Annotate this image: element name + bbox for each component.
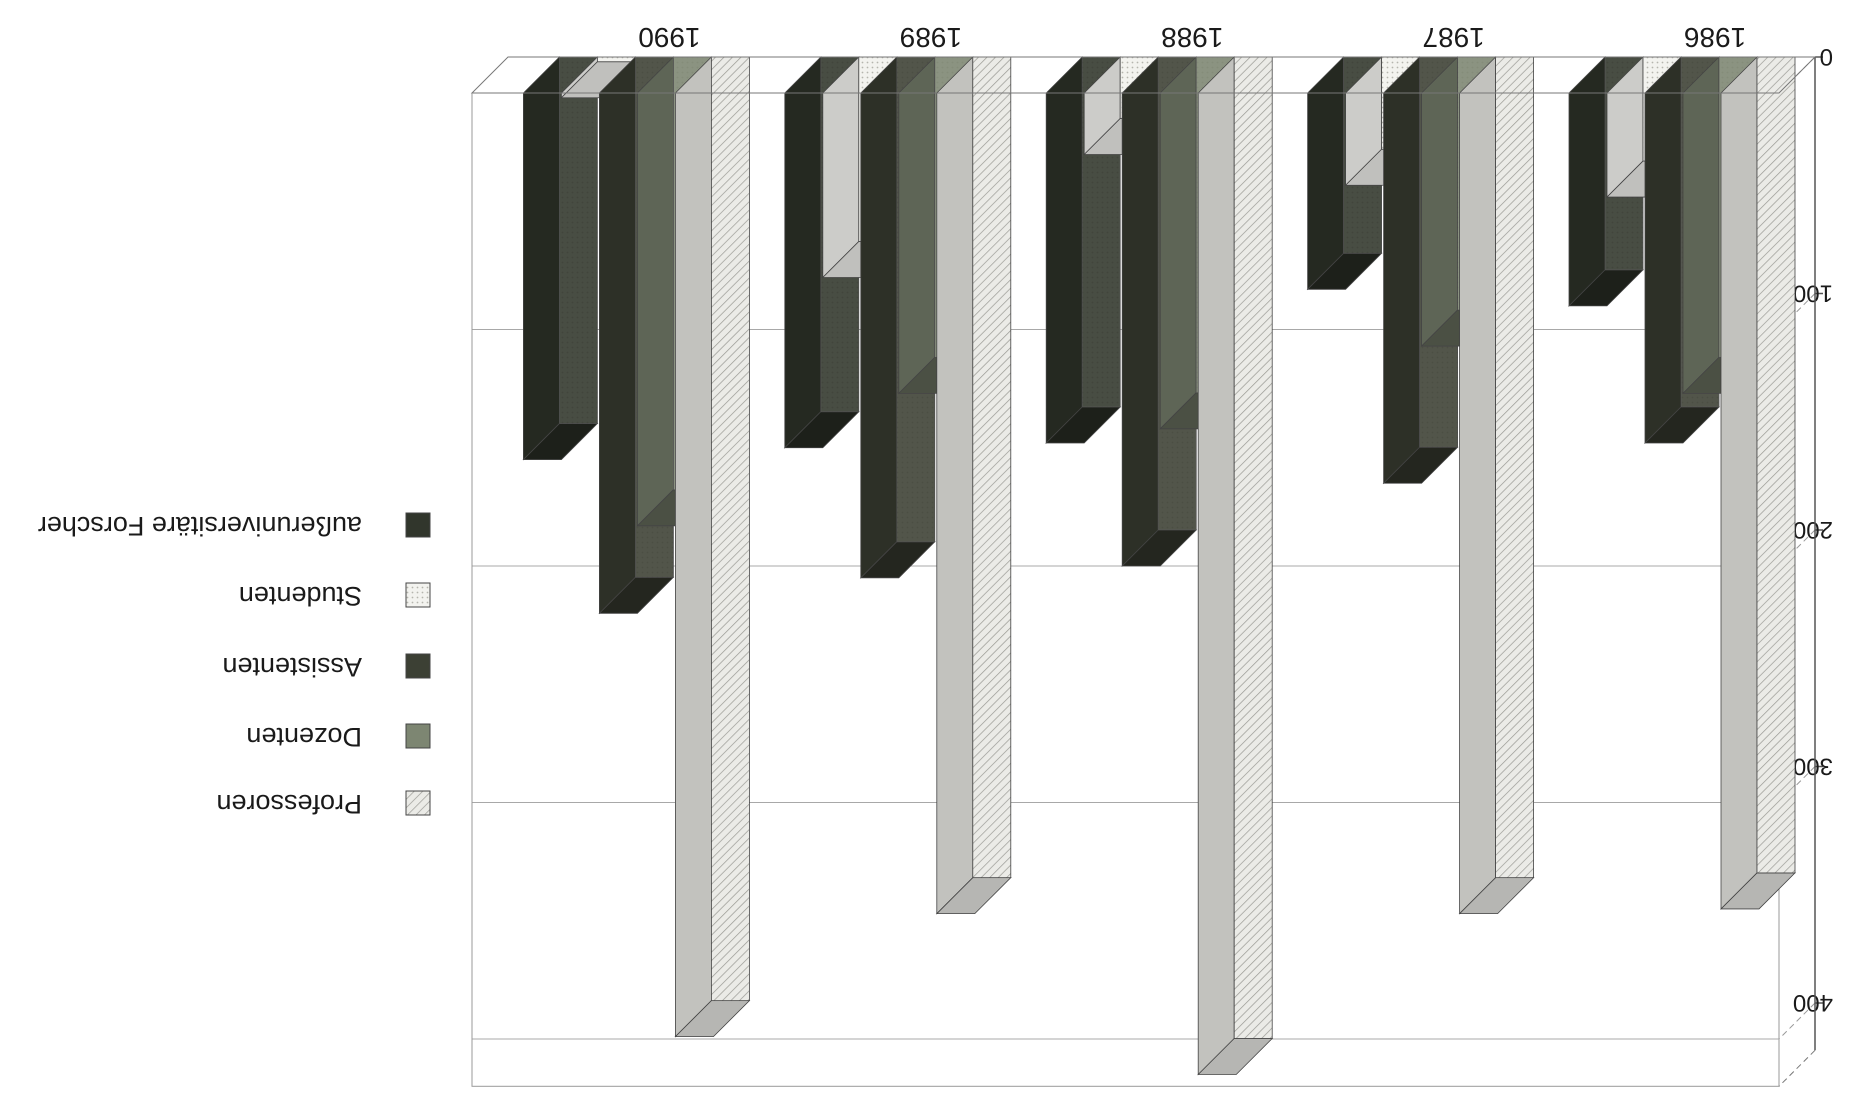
side-gridline [1778, 1002, 1816, 1040]
bar-side [1383, 56, 1420, 485]
floor-outline [470, 56, 1817, 94]
bar-side [936, 56, 974, 915]
x-tick-label: 1986 [1684, 22, 1746, 53]
y-tick-label: 400 [1793, 989, 1833, 1016]
legend-swatch [405, 723, 431, 749]
y-tick-label: 0 [1820, 43, 1833, 70]
legend-swatch [405, 653, 431, 679]
bar-side [784, 56, 822, 449]
bar-side [898, 56, 936, 395]
bar-side [1720, 56, 1758, 910]
legend-item: außeruniversitäre Forscher [38, 511, 431, 541]
bar-side [860, 56, 898, 579]
legend-item: Professoren [216, 789, 431, 819]
legend-label: außeruniversitäre Forscher [38, 511, 362, 541]
bar-front [972, 56, 1012, 879]
bar-side [675, 56, 712, 1038]
bar-side [1568, 56, 1606, 307]
legend-swatch [405, 582, 431, 608]
bar-side [1197, 56, 1235, 1076]
bar-side [1159, 56, 1197, 430]
frame-edge [1778, 1049, 1816, 1087]
legend: Professoren Dozenten Assistenten Studenten a… [38, 511, 431, 819]
bar-front [1233, 56, 1273, 1039]
bar [1458, 56, 1535, 915]
bar-side [1421, 56, 1458, 348]
y-tick-label: 300 [1793, 753, 1833, 780]
legend-swatch [405, 790, 431, 816]
bar-side [1121, 56, 1159, 567]
bar-side [1682, 56, 1720, 395]
legend-item: Assistenten [222, 652, 431, 682]
bar [1720, 56, 1796, 910]
y-tick-label: 200 [1793, 516, 1833, 543]
legend-label: Assistenten [222, 652, 362, 682]
bar-texture [559, 57, 598, 424]
x-tick-label: 1987 [1422, 22, 1484, 53]
bar-front [597, 56, 636, 63]
bar-side [1307, 56, 1344, 291]
bar-side [822, 56, 860, 279]
legend-label: Studenten [239, 581, 362, 611]
y-tick-label: 100 [1793, 280, 1833, 307]
bar-side [523, 56, 560, 461]
legend-swatch [405, 512, 431, 538]
bar-side [1459, 56, 1496, 915]
x-tick-label: 1988 [1161, 22, 1223, 53]
legend-item: Dozenten [246, 722, 431, 752]
bar-side [1644, 56, 1682, 444]
bar [522, 56, 599, 461]
bar-side [1045, 56, 1083, 444]
plot-area: 0 100 200 300 400 1986 1987 1988 1989 1990 [470, 22, 1833, 1087]
bar-front [1756, 56, 1796, 874]
bar [674, 56, 751, 1038]
legend-label: Professoren [216, 789, 362, 819]
bar [560, 56, 637, 99]
x-tick-label: 1990 [638, 22, 700, 53]
bar-side [599, 56, 636, 615]
legend-item: Studenten [239, 581, 431, 611]
legend-label: Dozenten [246, 722, 362, 752]
bar-side [637, 56, 674, 527]
x-tick-label: 1989 [900, 22, 962, 53]
bar-front [1495, 56, 1534, 879]
bar [1197, 56, 1274, 1076]
bar [935, 56, 1012, 915]
bar-front [711, 56, 750, 1002]
